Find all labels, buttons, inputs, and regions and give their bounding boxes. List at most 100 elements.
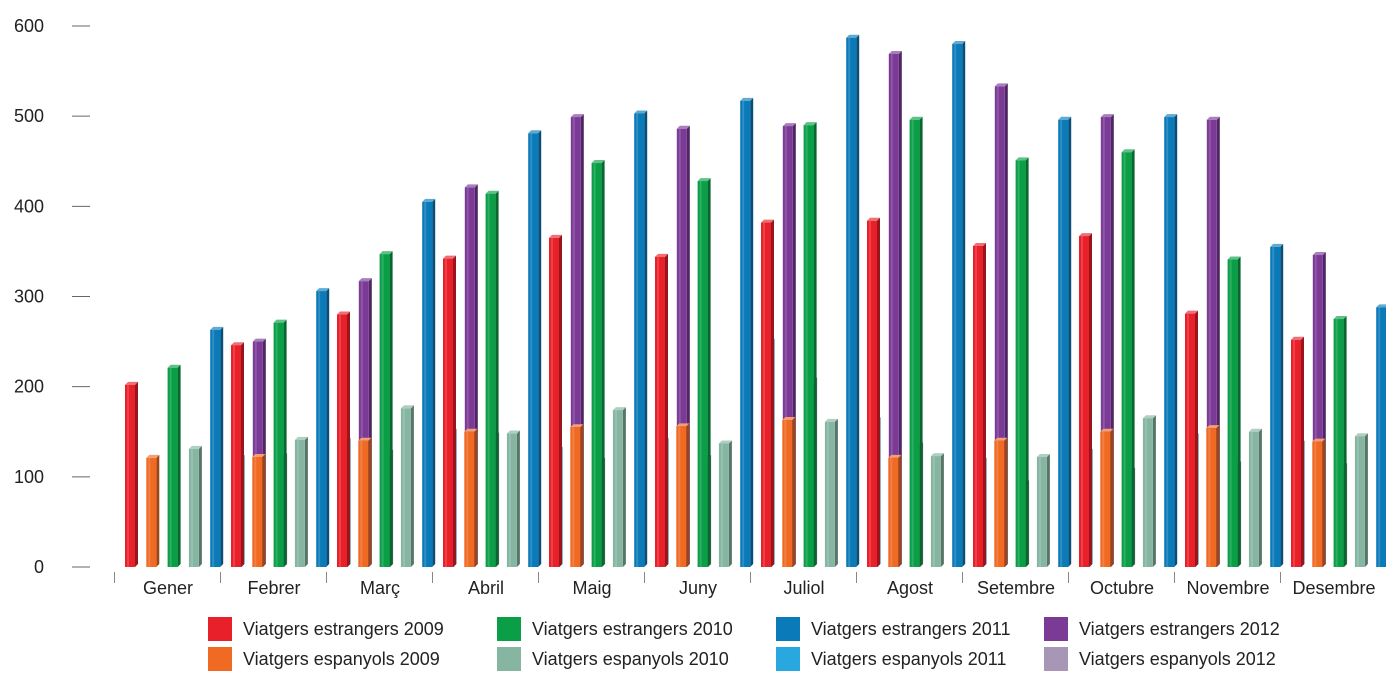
bar-highlight (1144, 418, 1147, 567)
bar-highlight (275, 322, 278, 567)
bar-top (973, 243, 986, 247)
bar-front (1270, 246, 1281, 568)
bar (761, 219, 774, 567)
y-axis: 0 100 200 300 400 500 600 (14, 16, 90, 577)
bar-highlight (848, 37, 851, 567)
bar-highlight (699, 181, 702, 567)
bar-side (644, 110, 648, 567)
bar-top (1312, 438, 1326, 442)
bar-front (231, 345, 241, 567)
bar-front (549, 237, 559, 567)
bar-highlight (212, 329, 215, 567)
bar (1206, 425, 1220, 567)
bar-highlight (424, 201, 427, 567)
bar-top (273, 319, 287, 323)
bar-side (813, 122, 817, 567)
bar-top (358, 437, 372, 441)
bar-side (262, 453, 266, 567)
bar-top (1185, 310, 1198, 314)
bar-front (1121, 152, 1132, 567)
bar-highlight (1166, 117, 1169, 568)
bar-highlight (763, 222, 765, 567)
bar-top (1100, 114, 1114, 118)
bar-side (1301, 336, 1304, 567)
bar-highlight (1229, 259, 1232, 567)
bar-side (1025, 157, 1029, 567)
x-tick-label: Gener (143, 578, 193, 598)
bar-highlight (169, 367, 172, 567)
bar-side (1322, 438, 1326, 567)
bar (973, 243, 986, 568)
bar-side (940, 453, 944, 567)
legend-swatch (497, 617, 521, 641)
bar-highlight (339, 314, 341, 567)
bar-top (464, 428, 478, 432)
legend-item: Viatgers estrangers 2009 (208, 616, 444, 642)
bar-front (676, 426, 687, 567)
bar-highlight (360, 440, 363, 567)
bar-front (1015, 160, 1026, 567)
legend-label: Viatgers estrangers 2009 (243, 618, 444, 639)
y-tick-label: 0 (34, 557, 44, 577)
bar (1248, 428, 1262, 567)
bar-top (1121, 149, 1135, 153)
bar-highlight (1102, 117, 1105, 568)
bar-side (453, 255, 456, 567)
legend-swatch (497, 647, 521, 671)
bar-side (877, 217, 880, 567)
bar-highlight (1335, 319, 1338, 567)
bar-top (1248, 428, 1262, 432)
bar-front (782, 126, 793, 568)
bar (443, 255, 456, 567)
bar-side (1068, 116, 1072, 568)
bar (1058, 116, 1072, 568)
bar-highlight (1250, 431, 1253, 567)
bar-highlight (742, 100, 745, 568)
y-tick-label: 100 (14, 467, 44, 487)
bar-top (400, 405, 414, 409)
bar-side (707, 178, 711, 567)
bar-side (1258, 428, 1262, 567)
bar-highlight (932, 456, 935, 567)
bar-front (294, 439, 305, 567)
bar-side (1004, 437, 1008, 567)
bar-side (1237, 256, 1241, 567)
bar-highlight (593, 163, 596, 567)
bar-side (559, 234, 562, 567)
bar-front (1164, 117, 1175, 568)
legend-label: Viatgers estrangers 2010 (532, 618, 733, 639)
bar (888, 50, 902, 568)
bar-side (1364, 433, 1368, 567)
bar-highlight (784, 126, 787, 568)
bar-top (188, 445, 202, 449)
bar-highlight (954, 44, 957, 568)
bar-top (485, 190, 499, 194)
bar-front (867, 220, 877, 567)
bar-front (846, 37, 857, 567)
bar-side (241, 342, 244, 567)
bar (634, 110, 648, 567)
bar-front (485, 193, 496, 567)
bar-top (1100, 428, 1114, 432)
bar-top (634, 110, 648, 114)
legend-swatch (1044, 617, 1068, 641)
bar-front (146, 457, 157, 567)
bar-front (358, 281, 369, 567)
legend-item: Viatgers estrangers 2012 (1044, 616, 1280, 642)
bar-side (580, 424, 584, 567)
bar-front (782, 420, 793, 567)
bar-top (994, 83, 1008, 87)
y-tick-label: 400 (14, 196, 44, 216)
bar-top (379, 251, 393, 255)
legend-swatch (776, 647, 800, 671)
bar-front (210, 329, 221, 567)
bar (188, 445, 202, 567)
bar-front (316, 291, 327, 567)
x-tick-label: Desembre (1292, 578, 1375, 598)
bar (231, 342, 244, 567)
bar-side (474, 428, 478, 567)
bar (782, 417, 796, 567)
bar-top (1036, 453, 1050, 457)
bar-top (846, 34, 860, 38)
bar-highlight (826, 421, 829, 567)
